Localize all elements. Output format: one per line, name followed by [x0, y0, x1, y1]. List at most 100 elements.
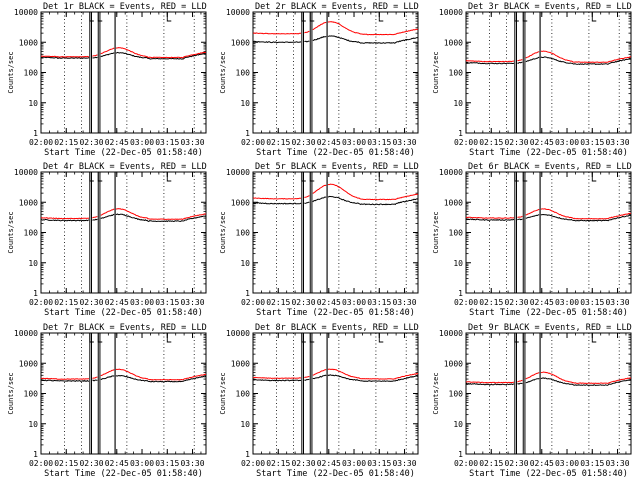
plot-frame [465, 332, 632, 455]
y-axis-label: Counts/sec [219, 372, 227, 414]
x-tick-label: 02:45 [105, 298, 129, 307]
flag-marker [522, 12, 528, 22]
x-tick-label: 02:00 [454, 138, 478, 147]
plot-frame [252, 11, 419, 134]
panel-det-3: Det 3r BLACK = Events, RED = LLD Counts/s… [432, 2, 632, 158]
flag-marker [591, 333, 597, 343]
panel-title: Det 6r BLACK = Events, RED = LLD [468, 162, 632, 172]
events-series-line [465, 56, 632, 65]
x-tick-label: 02:30 [291, 138, 315, 147]
flag-marker [89, 333, 94, 343]
y-tick-label: 10 [240, 420, 250, 429]
x-tick-label: 02:45 [530, 138, 554, 147]
events-series-line [465, 213, 632, 222]
panel-title: Det 8r BLACK = Events, RED = LLD [255, 323, 419, 333]
x-tick-label: 03:00 [555, 459, 579, 468]
x-tick-label: 02:45 [317, 298, 341, 307]
x-tick-label: 02:00 [29, 459, 53, 468]
y-tick-label: 1 [458, 129, 463, 138]
panel-det-2: Det 2r BLACK = Events, RED = LLD Counts/s… [219, 2, 419, 158]
flag-marker [89, 172, 94, 182]
x-tick-label: 03:30 [605, 459, 629, 468]
x-tick-label: 02:45 [530, 459, 554, 468]
y-tick-label: 100 [236, 69, 251, 78]
events-series-line [40, 213, 207, 223]
y-tick-label: 1 [245, 450, 250, 459]
y-tick-label: 1 [33, 450, 38, 459]
y-tick-label: 1000 [19, 198, 38, 207]
x-tick-label: 02:15 [54, 459, 78, 468]
panel-det-1: Det 1r BLACK = Events, RED = LLD Counts/s… [7, 2, 207, 158]
y-axis-label: Counts/sec [219, 51, 227, 93]
x-tick-label: 03:15 [580, 138, 604, 147]
x-axis-label: Start Time (22-Dec-05 01:58:40) [44, 308, 203, 318]
x-tick-label: 03:00 [130, 298, 154, 307]
panel-title: Det 4r BLACK = Events, RED = LLD [43, 162, 207, 172]
x-tick-label: 03:30 [605, 298, 629, 307]
x-tick-label: 03:00 [342, 138, 366, 147]
y-tick-label: 10000 [226, 168, 250, 177]
x-tick-label: 03:30 [392, 138, 416, 147]
y-axis-label: Counts/sec [432, 372, 440, 414]
x-tick-label: 02:00 [29, 298, 53, 307]
panel-title: Det 1r BLACK = Events, RED = LLD [43, 2, 207, 12]
x-axis-label: Start Time (22-Dec-05 01:58:40) [44, 469, 203, 479]
x-tick-label: 02:15 [266, 138, 290, 147]
y-tick-label: 10 [240, 99, 250, 108]
x-tick-label: 03:30 [180, 138, 204, 147]
flag-marker [522, 333, 528, 343]
x-tick-label: 03:00 [342, 298, 366, 307]
y-tick-label: 1 [245, 289, 250, 298]
y-tick-label: 1000 [231, 359, 250, 368]
x-tick-label: 02:45 [530, 298, 554, 307]
panel-det-9: Det 9r BLACK = Events, RED = LLD Counts/s… [432, 323, 632, 479]
x-tick-label: 03:30 [605, 138, 629, 147]
events-series-line [465, 377, 632, 387]
y-tick-label: 100 [24, 390, 39, 399]
y-tick-label: 100 [449, 69, 464, 78]
y-axis-label: Counts/sec [7, 51, 15, 93]
y-tick-label: 1000 [444, 359, 463, 368]
lld-series-line [40, 47, 207, 59]
y-tick-label: 10000 [14, 168, 38, 177]
y-tick-label: 10000 [226, 329, 250, 338]
y-tick-label: 10 [28, 99, 38, 108]
y-tick-label: 1000 [444, 38, 463, 47]
lld-series-line [40, 368, 207, 381]
flag-marker [309, 333, 315, 343]
y-tick-label: 1000 [19, 359, 38, 368]
panel-title: Det 5r BLACK = Events, RED = LLD [255, 162, 419, 172]
plot-frame [252, 332, 419, 455]
flag-marker [378, 172, 384, 182]
y-tick-label: 10000 [439, 329, 463, 338]
plot-frame [465, 11, 632, 134]
events-series-line [40, 51, 207, 60]
flag-marker [301, 333, 306, 343]
x-tick-label: 03:30 [180, 459, 204, 468]
x-tick-label: 03:00 [555, 298, 579, 307]
x-tick-label: 02:30 [504, 459, 528, 468]
lld-series-line [465, 208, 632, 220]
y-tick-label: 100 [24, 229, 39, 238]
x-tick-label: 02:15 [266, 298, 290, 307]
x-tick-label: 03:15 [580, 459, 604, 468]
flag-marker [591, 172, 597, 182]
panel-det-7: Det 7r BLACK = Events, RED = LLD Counts/s… [7, 323, 207, 479]
x-tick-label: 02:30 [79, 138, 103, 147]
flag-marker [514, 12, 519, 22]
flag-marker [591, 12, 597, 22]
x-tick-label: 02:30 [504, 298, 528, 307]
lld-series-line [465, 371, 632, 384]
x-tick-label: 02:30 [79, 459, 103, 468]
x-tick-label: 02:45 [105, 138, 129, 147]
flag-marker [97, 12, 103, 22]
y-tick-label: 1000 [231, 198, 250, 207]
flag-marker [166, 172, 172, 182]
lld-series-line [252, 183, 419, 201]
x-tick-label: 02:00 [454, 298, 478, 307]
x-tick-label: 02:15 [54, 298, 78, 307]
plot-frame [40, 171, 207, 294]
y-tick-label: 10 [453, 99, 463, 108]
x-tick-label: 03:15 [580, 298, 604, 307]
panel-title: Det 2r BLACK = Events, RED = LLD [255, 2, 419, 12]
